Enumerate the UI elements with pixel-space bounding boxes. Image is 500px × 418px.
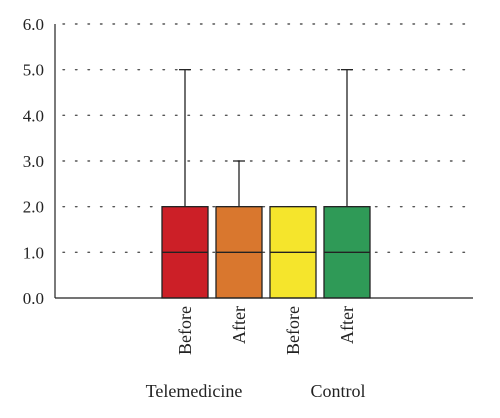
- y-tick-label: 5.0: [23, 61, 44, 80]
- group-labels: Telemedicine Control: [146, 381, 366, 401]
- y-tick-label: 2.0: [23, 198, 44, 217]
- category-label: Before: [283, 306, 303, 355]
- boxes: [161, 69, 371, 299]
- y-tick-labels: 0.0 1.0 2.0 3.0 4.0 5.0 6.0: [23, 15, 44, 308]
- axes: [54, 24, 473, 299]
- grid-lines: [62, 23, 474, 254]
- group-label: Telemedicine: [146, 381, 243, 401]
- y-tick-label: 4.0: [23, 106, 44, 125]
- group-label: Control: [310, 381, 365, 401]
- y-tick-label: 3.0: [23, 152, 44, 171]
- category-label: After: [337, 306, 357, 344]
- category-labels: Before After Before After: [175, 306, 357, 355]
- category-label: Before: [175, 306, 195, 355]
- y-tick-label: 0.0: [23, 289, 44, 308]
- y-tick-label: 1.0: [23, 243, 44, 262]
- category-label: After: [229, 306, 249, 344]
- y-tick-label: 6.0: [23, 15, 44, 34]
